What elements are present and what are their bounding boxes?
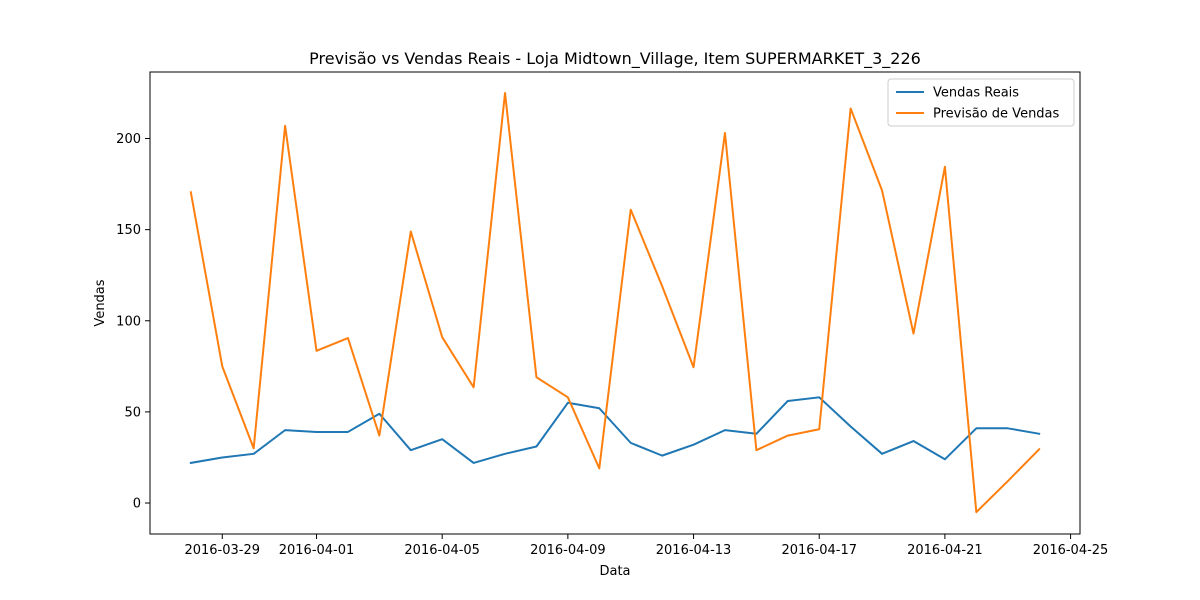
- x-tick-label: 2016-04-05: [404, 543, 480, 558]
- series-line-previsao-de-vendas: [189, 91, 1041, 514]
- x-tick-label: 2016-04-01: [279, 543, 355, 558]
- x-tick-label: 2016-04-13: [656, 543, 732, 558]
- legend-box: [887, 78, 1075, 127]
- axes-layer: 2016-03-29 2016-04-01 2016-04-05 2016-04-09…: [116, 71, 1109, 558]
- y-tick-label: 200: [116, 132, 141, 147]
- series-line-vendas-reais: [189, 396, 1041, 465]
- plot-frame: [149, 71, 1081, 535]
- series-layer: [189, 91, 1041, 514]
- y-tick-label: 100: [116, 314, 141, 329]
- x-tick-label: 2016-04-09: [530, 543, 606, 558]
- x-tick-label: 2016-04-17: [781, 543, 857, 558]
- chart-title: Previsão vs Vendas Reais - Loja Midtown_…: [309, 49, 921, 69]
- y-axis-label: Vendas: [93, 279, 108, 326]
- x-axis-label: Data: [599, 564, 630, 579]
- x-tick-label: 2016-04-21: [907, 543, 983, 558]
- x-tick-label: 2016-04-25: [1033, 543, 1109, 558]
- x-tick-label: 2016-03-29: [184, 543, 260, 558]
- plot-area: [150, 72, 1080, 534]
- y-tick-label: 0: [133, 497, 141, 512]
- legend-label: Previsão de Vendas: [933, 107, 1060, 122]
- y-tick-label: 50: [124, 405, 141, 420]
- y-tick-label: 150: [116, 223, 141, 238]
- legend: Vendas Reais Previsão de Vendas: [887, 78, 1075, 127]
- legend-label: Vendas Reais: [933, 86, 1019, 101]
